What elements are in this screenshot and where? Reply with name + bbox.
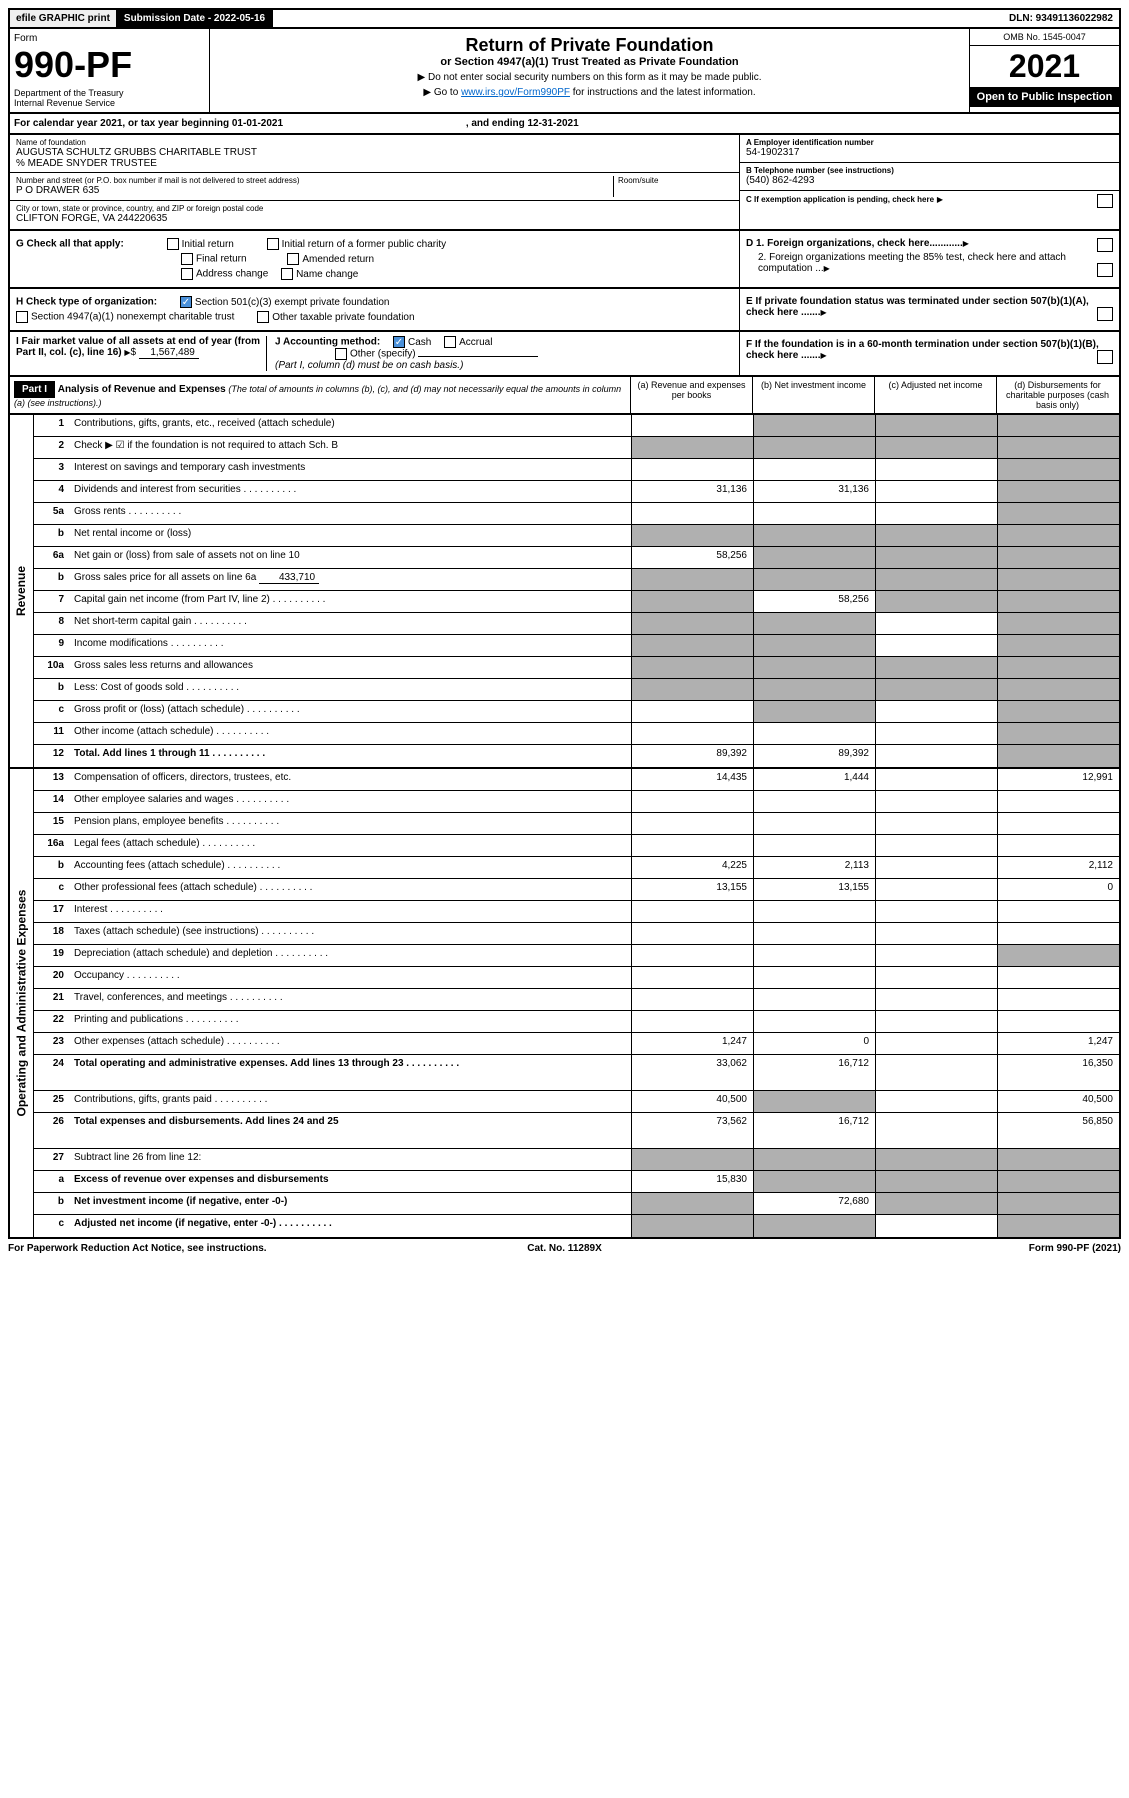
dln: DLN: 93491136022982 (1003, 10, 1119, 27)
omb: OMB No. 1545-0047 (970, 29, 1119, 46)
instr-1: ▶ Do not enter social security numbers o… (216, 72, 963, 83)
page-footer: For Paperwork Reduction Act Notice, see … (8, 1239, 1121, 1258)
irs-link[interactable]: www.irs.gov/Form990PF (461, 87, 570, 98)
arrow-icon (963, 238, 969, 249)
tax-year: 2021 (970, 46, 1119, 87)
col-d-head: (d) Disbursements for charitable purpose… (996, 377, 1118, 413)
col-a-head: (a) Revenue and expenses per books (630, 377, 752, 413)
arrow-icon (820, 350, 826, 361)
fmv-value: 1,567,489 (139, 347, 199, 359)
footer-center: Cat. No. 11289X (379, 1243, 750, 1254)
checkbox-name[interactable] (281, 268, 293, 280)
checkbox-address[interactable] (181, 268, 193, 280)
checkbox-f[interactable] (1097, 350, 1113, 364)
calendar-year: For calendar year 2021, or tax year begi… (8, 114, 1121, 135)
address: P O DRAWER 635 (16, 185, 613, 196)
checkbox-c[interactable] (1097, 194, 1113, 208)
revenue-table: Revenue 1Contributions, gifts, grants, e… (8, 415, 1121, 769)
name-label: Name of foundation (16, 138, 733, 147)
revenue-sidebar: Revenue (10, 415, 34, 767)
form-header: Form 990-PF Department of the Treasury I… (8, 29, 1121, 114)
city: CLIFTON FORGE, VA 244220635 (16, 213, 733, 224)
checkbox-e[interactable] (1097, 307, 1113, 321)
form-label: Form (14, 33, 205, 44)
ein-label: A Employer identification number (746, 138, 1113, 147)
info-block: Name of foundation AUGUSTA SCHULTZ GRUBB… (8, 135, 1121, 231)
telephone: (540) 862-4293 (746, 175, 1113, 186)
checkbox-initial[interactable] (167, 238, 179, 250)
c-label: C If exemption application is pending, c… (746, 195, 934, 204)
submission-date: Submission Date - 2022-05-16 (118, 10, 273, 27)
dept: Department of the Treasury Internal Reve… (14, 88, 205, 108)
form-title: Return of Private Foundation (216, 35, 963, 56)
part1-header: Part I Analysis of Revenue and Expenses … (8, 377, 1121, 415)
checkbox-d2[interactable] (1097, 263, 1113, 277)
checkbox-cash[interactable] (393, 336, 405, 348)
arrow-icon (937, 194, 943, 205)
expenses-sidebar: Operating and Administrative Expenses (10, 769, 34, 1237)
arrow-icon (124, 347, 130, 358)
expenses-table: Operating and Administrative Expenses 13… (8, 769, 1121, 1239)
checkbox-d1[interactable] (1097, 238, 1113, 252)
open-public: Open to Public Inspection (970, 87, 1119, 107)
part1-label: Part I (14, 381, 55, 398)
checkbox-final[interactable] (181, 253, 193, 265)
col-b-head: (b) Net investment income (752, 377, 874, 413)
check-section-ij: I Fair market value of all assets at end… (8, 332, 1121, 377)
check-section-g: G Check all that apply: Initial return I… (8, 231, 1121, 289)
tel-label: B Telephone number (see instructions) (746, 166, 1113, 175)
top-bar: efile GRAPHIC print Submission Date - 20… (8, 8, 1121, 29)
foundation-name: AUGUSTA SCHULTZ GRUBBS CHARITABLE TRUST … (16, 147, 733, 169)
form-subtitle: or Section 4947(a)(1) Trust Treated as P… (216, 56, 963, 68)
line-6b-val: 433,710 (259, 572, 319, 584)
addr-label: Number and street (or P.O. box number if… (16, 176, 613, 185)
city-label: City or town, state or province, country… (16, 204, 733, 213)
instr-2: ▶ Go to www.irs.gov/Form990PF for instru… (216, 87, 963, 98)
check-section-h: H Check type of organization: Section 50… (8, 289, 1121, 332)
checkbox-other-method[interactable] (335, 348, 347, 360)
room-label: Room/suite (618, 176, 733, 185)
footer-right: Form 990-PF (2021) (750, 1243, 1121, 1254)
arrow-icon (824, 263, 830, 274)
footer-left: For Paperwork Reduction Act Notice, see … (8, 1243, 379, 1254)
checkbox-accrual[interactable] (444, 336, 456, 348)
arrow-icon (820, 307, 826, 318)
checkbox-initial-former[interactable] (267, 238, 279, 250)
col-c-head: (c) Adjusted net income (874, 377, 996, 413)
checkbox-501c3[interactable] (180, 296, 192, 308)
form-number: 990-PF (14, 44, 205, 86)
efile-button[interactable]: efile GRAPHIC print (10, 10, 118, 27)
checkbox-other-tax[interactable] (257, 311, 269, 323)
checkbox-amended[interactable] (287, 253, 299, 265)
ein: 54-1902317 (746, 147, 1113, 158)
checkbox-4947[interactable] (16, 311, 28, 323)
